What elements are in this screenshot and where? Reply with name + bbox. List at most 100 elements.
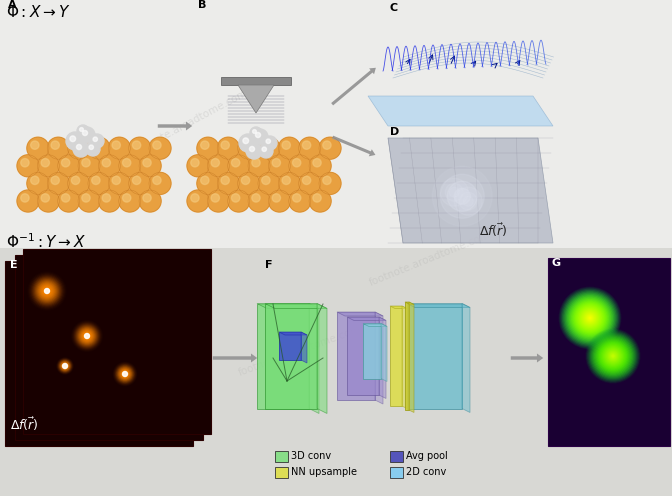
Circle shape	[121, 370, 129, 378]
Polygon shape	[402, 306, 407, 409]
Text: NN upsample: NN upsample	[291, 467, 357, 477]
Circle shape	[594, 337, 632, 375]
Circle shape	[78, 190, 100, 212]
Circle shape	[591, 334, 635, 378]
Circle shape	[599, 342, 628, 371]
Circle shape	[573, 302, 607, 334]
Circle shape	[115, 364, 135, 384]
Circle shape	[440, 174, 485, 218]
Circle shape	[588, 316, 592, 320]
Circle shape	[116, 365, 134, 383]
Polygon shape	[363, 323, 381, 378]
Text: Avg pool: Avg pool	[406, 451, 448, 461]
Circle shape	[587, 330, 639, 382]
Polygon shape	[309, 304, 319, 414]
Circle shape	[85, 333, 89, 338]
Polygon shape	[381, 323, 387, 381]
Circle shape	[38, 155, 59, 177]
Circle shape	[122, 194, 131, 202]
Bar	[548, 258, 670, 446]
Text: E: E	[10, 260, 17, 270]
Circle shape	[40, 285, 54, 298]
Circle shape	[208, 155, 229, 177]
Circle shape	[77, 144, 81, 150]
Circle shape	[603, 346, 623, 366]
Circle shape	[563, 291, 617, 345]
Circle shape	[77, 326, 97, 346]
Circle shape	[566, 294, 614, 342]
Circle shape	[119, 190, 140, 212]
Circle shape	[58, 359, 72, 373]
Circle shape	[88, 137, 110, 159]
Polygon shape	[407, 304, 470, 308]
Circle shape	[119, 155, 140, 177]
Circle shape	[298, 173, 321, 194]
Circle shape	[589, 317, 591, 319]
Circle shape	[60, 362, 69, 371]
Circle shape	[560, 289, 620, 347]
Circle shape	[47, 173, 69, 194]
Circle shape	[241, 141, 250, 149]
Circle shape	[21, 159, 29, 167]
Circle shape	[153, 141, 161, 149]
Circle shape	[37, 281, 57, 301]
Circle shape	[62, 364, 67, 369]
Circle shape	[211, 159, 220, 167]
Circle shape	[258, 173, 280, 194]
Circle shape	[611, 354, 615, 358]
Text: B: B	[198, 0, 206, 10]
Circle shape	[153, 176, 161, 185]
Polygon shape	[279, 332, 301, 360]
Circle shape	[83, 331, 91, 341]
Circle shape	[197, 137, 219, 159]
Circle shape	[241, 176, 250, 185]
Polygon shape	[317, 304, 327, 414]
Circle shape	[440, 178, 468, 206]
Circle shape	[71, 141, 80, 149]
Circle shape	[292, 159, 301, 167]
Circle shape	[79, 328, 95, 344]
Polygon shape	[363, 323, 387, 326]
Circle shape	[597, 340, 628, 372]
Circle shape	[83, 332, 91, 340]
Circle shape	[102, 159, 110, 167]
Circle shape	[86, 142, 100, 156]
Circle shape	[78, 327, 96, 345]
Circle shape	[261, 176, 270, 185]
Polygon shape	[347, 317, 379, 395]
Circle shape	[581, 309, 599, 327]
Circle shape	[128, 173, 151, 194]
Text: $\Phi: X \rightarrow Y$: $\Phi: X \rightarrow Y$	[6, 4, 71, 20]
Circle shape	[44, 288, 50, 294]
Bar	[221, 77, 291, 85]
Circle shape	[120, 370, 130, 378]
Circle shape	[143, 159, 151, 167]
Circle shape	[112, 176, 120, 185]
Polygon shape	[279, 332, 307, 335]
Circle shape	[463, 196, 473, 206]
Circle shape	[596, 339, 630, 373]
Bar	[390, 467, 403, 478]
Circle shape	[248, 155, 270, 177]
Polygon shape	[368, 96, 553, 126]
Circle shape	[602, 345, 624, 367]
Circle shape	[132, 141, 140, 149]
Circle shape	[58, 359, 72, 372]
Text: footnote.aroadtome.com: footnote.aroadtome.com	[368, 230, 492, 288]
Circle shape	[66, 132, 84, 150]
Circle shape	[118, 367, 132, 381]
Bar	[390, 451, 403, 462]
Circle shape	[64, 365, 66, 367]
Circle shape	[61, 194, 70, 202]
Circle shape	[61, 362, 69, 370]
Circle shape	[571, 299, 609, 337]
Circle shape	[122, 372, 128, 376]
Circle shape	[43, 287, 51, 295]
Circle shape	[272, 159, 280, 167]
Circle shape	[595, 338, 631, 374]
Circle shape	[278, 137, 300, 159]
Polygon shape	[405, 302, 409, 410]
Polygon shape	[347, 317, 386, 320]
Circle shape	[98, 190, 120, 212]
Circle shape	[605, 348, 621, 364]
